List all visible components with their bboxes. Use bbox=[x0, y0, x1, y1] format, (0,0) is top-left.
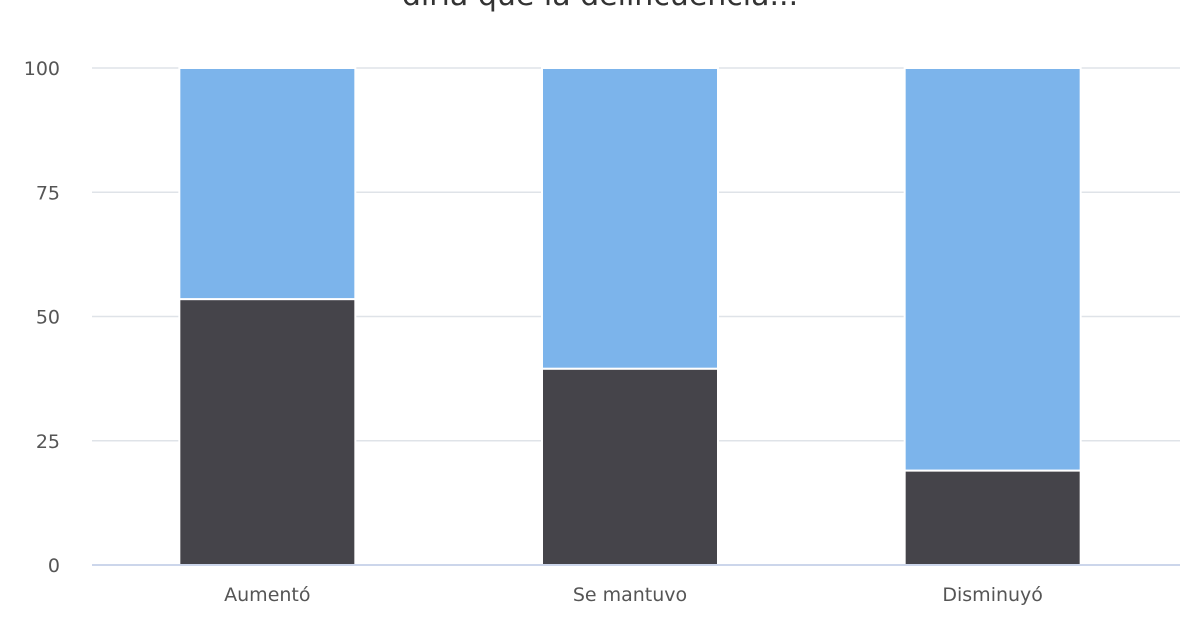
y-tick-label: 0 bbox=[48, 555, 60, 577]
bar-segment[interactable] bbox=[178, 67, 357, 301]
chart-title: diría que la delincuencia... bbox=[0, 0, 1200, 13]
y-tick-label: 25 bbox=[36, 431, 60, 453]
bar-segment[interactable] bbox=[903, 67, 1082, 472]
y-tick-label: 75 bbox=[36, 182, 60, 204]
bar-segment[interactable] bbox=[541, 67, 719, 370]
x-axis-labels: Aumentó Se mantuvo Disminuyó bbox=[224, 584, 1043, 606]
y-tick-label: 50 bbox=[36, 307, 60, 329]
y-tick-label: 100 bbox=[24, 58, 60, 80]
bar-segment[interactable] bbox=[541, 367, 719, 566]
bars bbox=[178, 67, 1082, 567]
bar-segment[interactable] bbox=[903, 469, 1082, 567]
x-category-label: Disminuyó bbox=[942, 584, 1043, 606]
y-axis-ticks: 0 25 50 75 100 bbox=[24, 58, 60, 577]
x-category-label: Se mantuvo bbox=[573, 584, 687, 606]
x-category-label: Aumentó bbox=[224, 584, 310, 606]
bar-segment[interactable] bbox=[178, 298, 357, 566]
